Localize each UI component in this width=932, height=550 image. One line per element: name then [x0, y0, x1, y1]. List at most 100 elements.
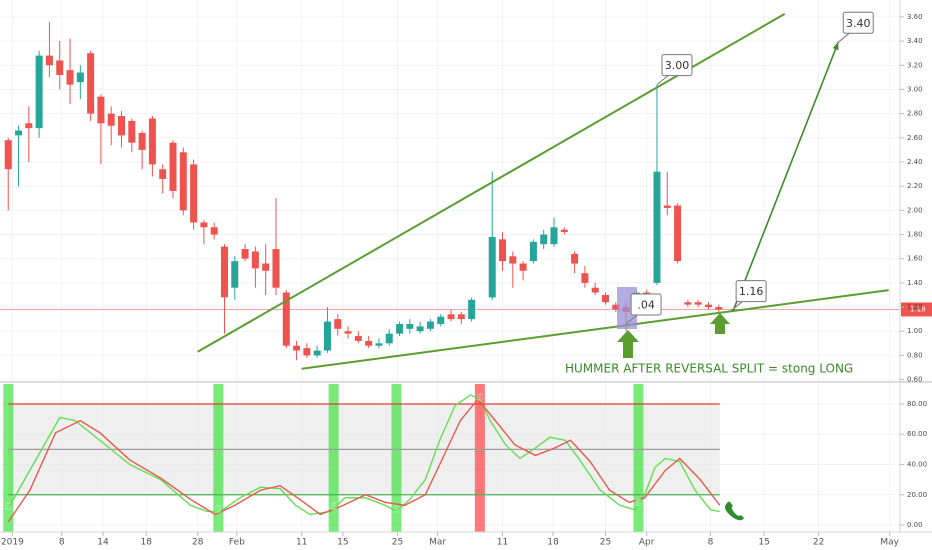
signal-label: S	[635, 498, 641, 509]
candle-body	[159, 169, 167, 179]
y-tick-label: 2.40	[907, 158, 923, 166]
candle-body	[45, 55, 53, 66]
signal-label: S	[393, 504, 399, 515]
candle-body	[313, 350, 321, 356]
callout-box	[735, 280, 767, 303]
candle-body	[447, 314, 455, 320]
callout-label: .04	[637, 298, 655, 311]
x-tick-label: 8	[59, 538, 65, 548]
candle-body	[396, 323, 404, 334]
signal-label: S	[330, 502, 336, 513]
candle-body	[15, 130, 23, 136]
y-tick-label: 1.40	[907, 279, 923, 287]
x-tick-label: May	[880, 538, 899, 548]
signal-bar	[633, 384, 644, 532]
y-tick-label: 1.20	[907, 303, 923, 311]
candle-body	[251, 251, 259, 269]
candle-body	[76, 72, 84, 83]
candle-body	[663, 205, 671, 208]
trendline	[301, 289, 889, 370]
price-label: 1.18	[910, 305, 926, 313]
price-label-box	[901, 302, 932, 317]
candle-body	[457, 314, 465, 320]
candle-body	[107, 113, 115, 126]
candle-body	[179, 152, 187, 211]
y-tick-label: 20.00	[907, 491, 927, 499]
candle-body	[499, 239, 507, 262]
signal-bar	[328, 384, 339, 532]
candle-body	[601, 294, 609, 303]
x-tick-label: 18	[140, 538, 152, 548]
signal-bar	[474, 384, 485, 532]
candle-body	[581, 273, 589, 283]
candle-body	[282, 292, 290, 346]
y-tick-label: 0.80	[907, 351, 923, 359]
y-tick-label: 1.00	[907, 327, 923, 335]
candle-body	[426, 321, 434, 329]
x-tick-label: 8	[708, 538, 714, 548]
candle-body	[406, 323, 414, 329]
signal-label: S	[477, 392, 483, 403]
x-tick-label: 22	[813, 538, 824, 548]
callout-box	[842, 11, 874, 34]
x-tick-label: Feb	[229, 538, 245, 548]
candle-body	[354, 336, 362, 341]
callout-label: 3.40	[846, 17, 871, 30]
candle-body	[293, 345, 301, 351]
x-tick-label: 25	[392, 538, 403, 548]
candle-body	[437, 316, 445, 324]
candle-body	[148, 118, 156, 165]
oscillator-line	[7, 398, 721, 523]
y-tick-label: 80.00	[907, 400, 927, 408]
y-tick-label: 1.60	[907, 255, 923, 263]
signal-label: S	[215, 504, 221, 515]
candle-body	[56, 60, 64, 75]
y-tick-label: 2.20	[907, 182, 923, 190]
candle-body	[704, 304, 712, 308]
candle-body	[591, 287, 599, 293]
callout-pointer	[837, 32, 850, 43]
green-arrow	[617, 330, 639, 358]
candle-body	[25, 123, 33, 129]
y-tick-label: 3.20	[907, 61, 923, 69]
candle-body	[323, 321, 331, 351]
candle-body	[375, 343, 383, 346]
candle-body	[4, 140, 12, 170]
arrow-head	[832, 42, 839, 51]
candle-body	[210, 227, 218, 235]
candle-body	[519, 263, 527, 271]
y-tick-label: 60.00	[907, 430, 927, 438]
candle-body	[612, 304, 620, 310]
y-tick-label: 40.00	[907, 461, 927, 469]
candle-body	[509, 256, 517, 264]
candle-body	[97, 96, 105, 124]
signal-label: S	[5, 501, 11, 512]
candle-body	[138, 132, 146, 150]
callout-label: 1.16	[739, 285, 764, 298]
callout-pointer	[625, 314, 638, 325]
oscillator-line	[7, 394, 720, 516]
up-arrow	[617, 313, 730, 358]
candle-body	[118, 116, 126, 136]
candle-body	[334, 319, 342, 329]
candle-body	[231, 261, 239, 288]
candle-body	[365, 340, 373, 346]
candle-body	[169, 142, 177, 191]
candle-body	[715, 307, 723, 310]
y-tick-label: 0.00	[907, 521, 923, 529]
x-tick-label: 2019	[1, 538, 24, 548]
candle-body	[344, 331, 352, 334]
y-tick-label: 3.00	[907, 85, 923, 93]
candle-body	[529, 241, 537, 262]
candle-body	[190, 164, 198, 223]
signal-bar	[213, 384, 224, 532]
candle-body	[303, 348, 311, 356]
x-tick-label: 11	[296, 538, 307, 548]
signal-bar	[391, 384, 402, 532]
candle-body	[66, 70, 74, 85]
x-tick-label: 28	[192, 538, 204, 548]
annotation: HUMMER AFTER REVERSAL SPLIT = stong LONG	[565, 362, 853, 376]
y-tick-label: 1.80	[907, 231, 923, 239]
callout-label: 3.00	[665, 59, 690, 72]
